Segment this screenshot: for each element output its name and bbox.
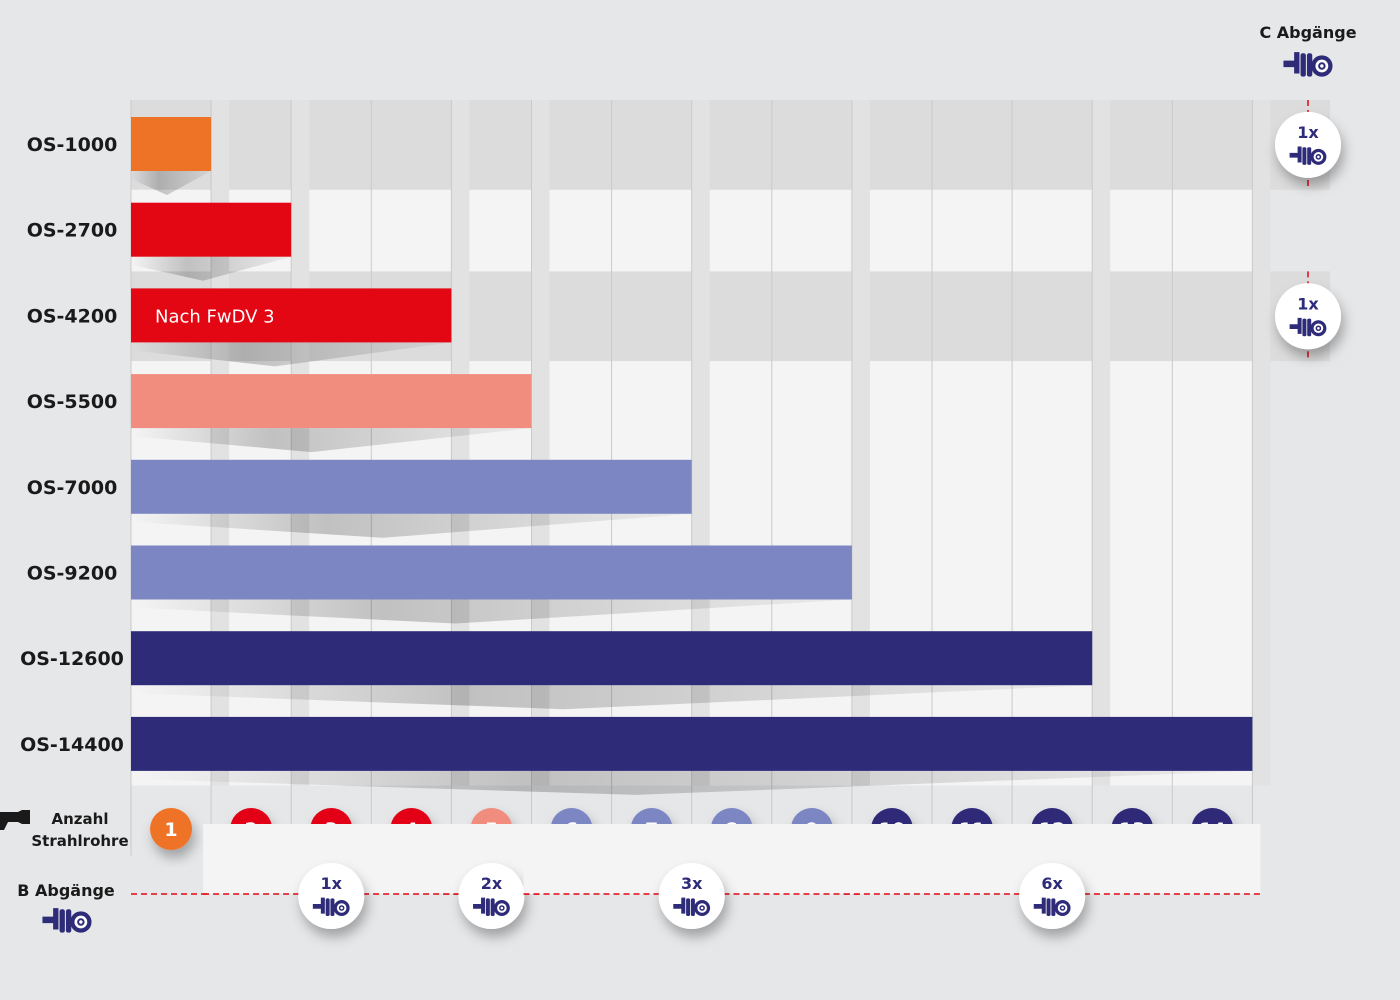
- bar-shadow: [131, 342, 452, 367]
- bar: [131, 545, 852, 600]
- x-title-line: Strahlrohre: [31, 832, 128, 850]
- category-label: OS-9200: [27, 563, 118, 585]
- x-title-line: Anzahl: [52, 810, 109, 828]
- b-outlet-count: 6x: [1041, 874, 1063, 893]
- bar-end-gutter: [1092, 100, 1111, 786]
- b-outlet-count: 3x: [681, 874, 703, 893]
- category-label: OS-4200: [27, 305, 118, 327]
- bar-shadow: [131, 171, 212, 195]
- bar-shadow: [131, 513, 692, 538]
- bar: [131, 631, 1093, 686]
- c-outlet-badge: [1275, 283, 1341, 350]
- bar-shadow: [131, 428, 532, 453]
- c-outlets-title: C Abgänge: [1259, 23, 1356, 42]
- hose-coupling-icon: [1283, 52, 1333, 77]
- bar-shadow: [131, 685, 1093, 710]
- tick-circle: [150, 808, 193, 850]
- b-outlet-count: 1x: [321, 874, 343, 893]
- bar: [131, 716, 1253, 771]
- bar-shadow: [131, 770, 1253, 795]
- bar: [131, 288, 452, 343]
- nozzle-icon: [0, 810, 30, 830]
- b-outlet-badge: [298, 863, 365, 929]
- category-label: OS-14400: [20, 734, 124, 756]
- bar: [131, 374, 532, 429]
- c-outlet-count: 1x: [1297, 294, 1319, 313]
- bar-annotation: Nach FwDV 3: [155, 306, 275, 327]
- bar-end-gutter: [691, 100, 710, 786]
- c-outlet-count: 1x: [1297, 123, 1319, 142]
- bar: [131, 459, 692, 514]
- category-label: OS-1000: [27, 134, 118, 156]
- category-label: OS-2700: [27, 220, 118, 242]
- category-label: OS-7000: [27, 477, 118, 499]
- category-label: OS-12600: [20, 648, 124, 670]
- b-outlet-count: 2x: [481, 874, 503, 893]
- bar: [131, 117, 212, 171]
- bar-end-gutter: [1252, 100, 1271, 786]
- row-band: [131, 100, 1330, 190]
- category-label: OS-5500: [27, 391, 118, 413]
- b-outlet-badge: [658, 863, 725, 929]
- b-outlets-title: B Abgänge: [17, 881, 115, 900]
- bar-shadow: [131, 256, 292, 281]
- c-outlet-badge: [1275, 111, 1341, 178]
- b-outlet-badge: [1019, 863, 1086, 929]
- bar-shadow: [131, 599, 852, 624]
- b-outlet-badge: [458, 863, 525, 929]
- hose-coupling-icon: [42, 908, 92, 933]
- tick-label: 1: [164, 819, 177, 841]
- bar: [131, 202, 292, 257]
- bar-end-gutter: [851, 100, 870, 786]
